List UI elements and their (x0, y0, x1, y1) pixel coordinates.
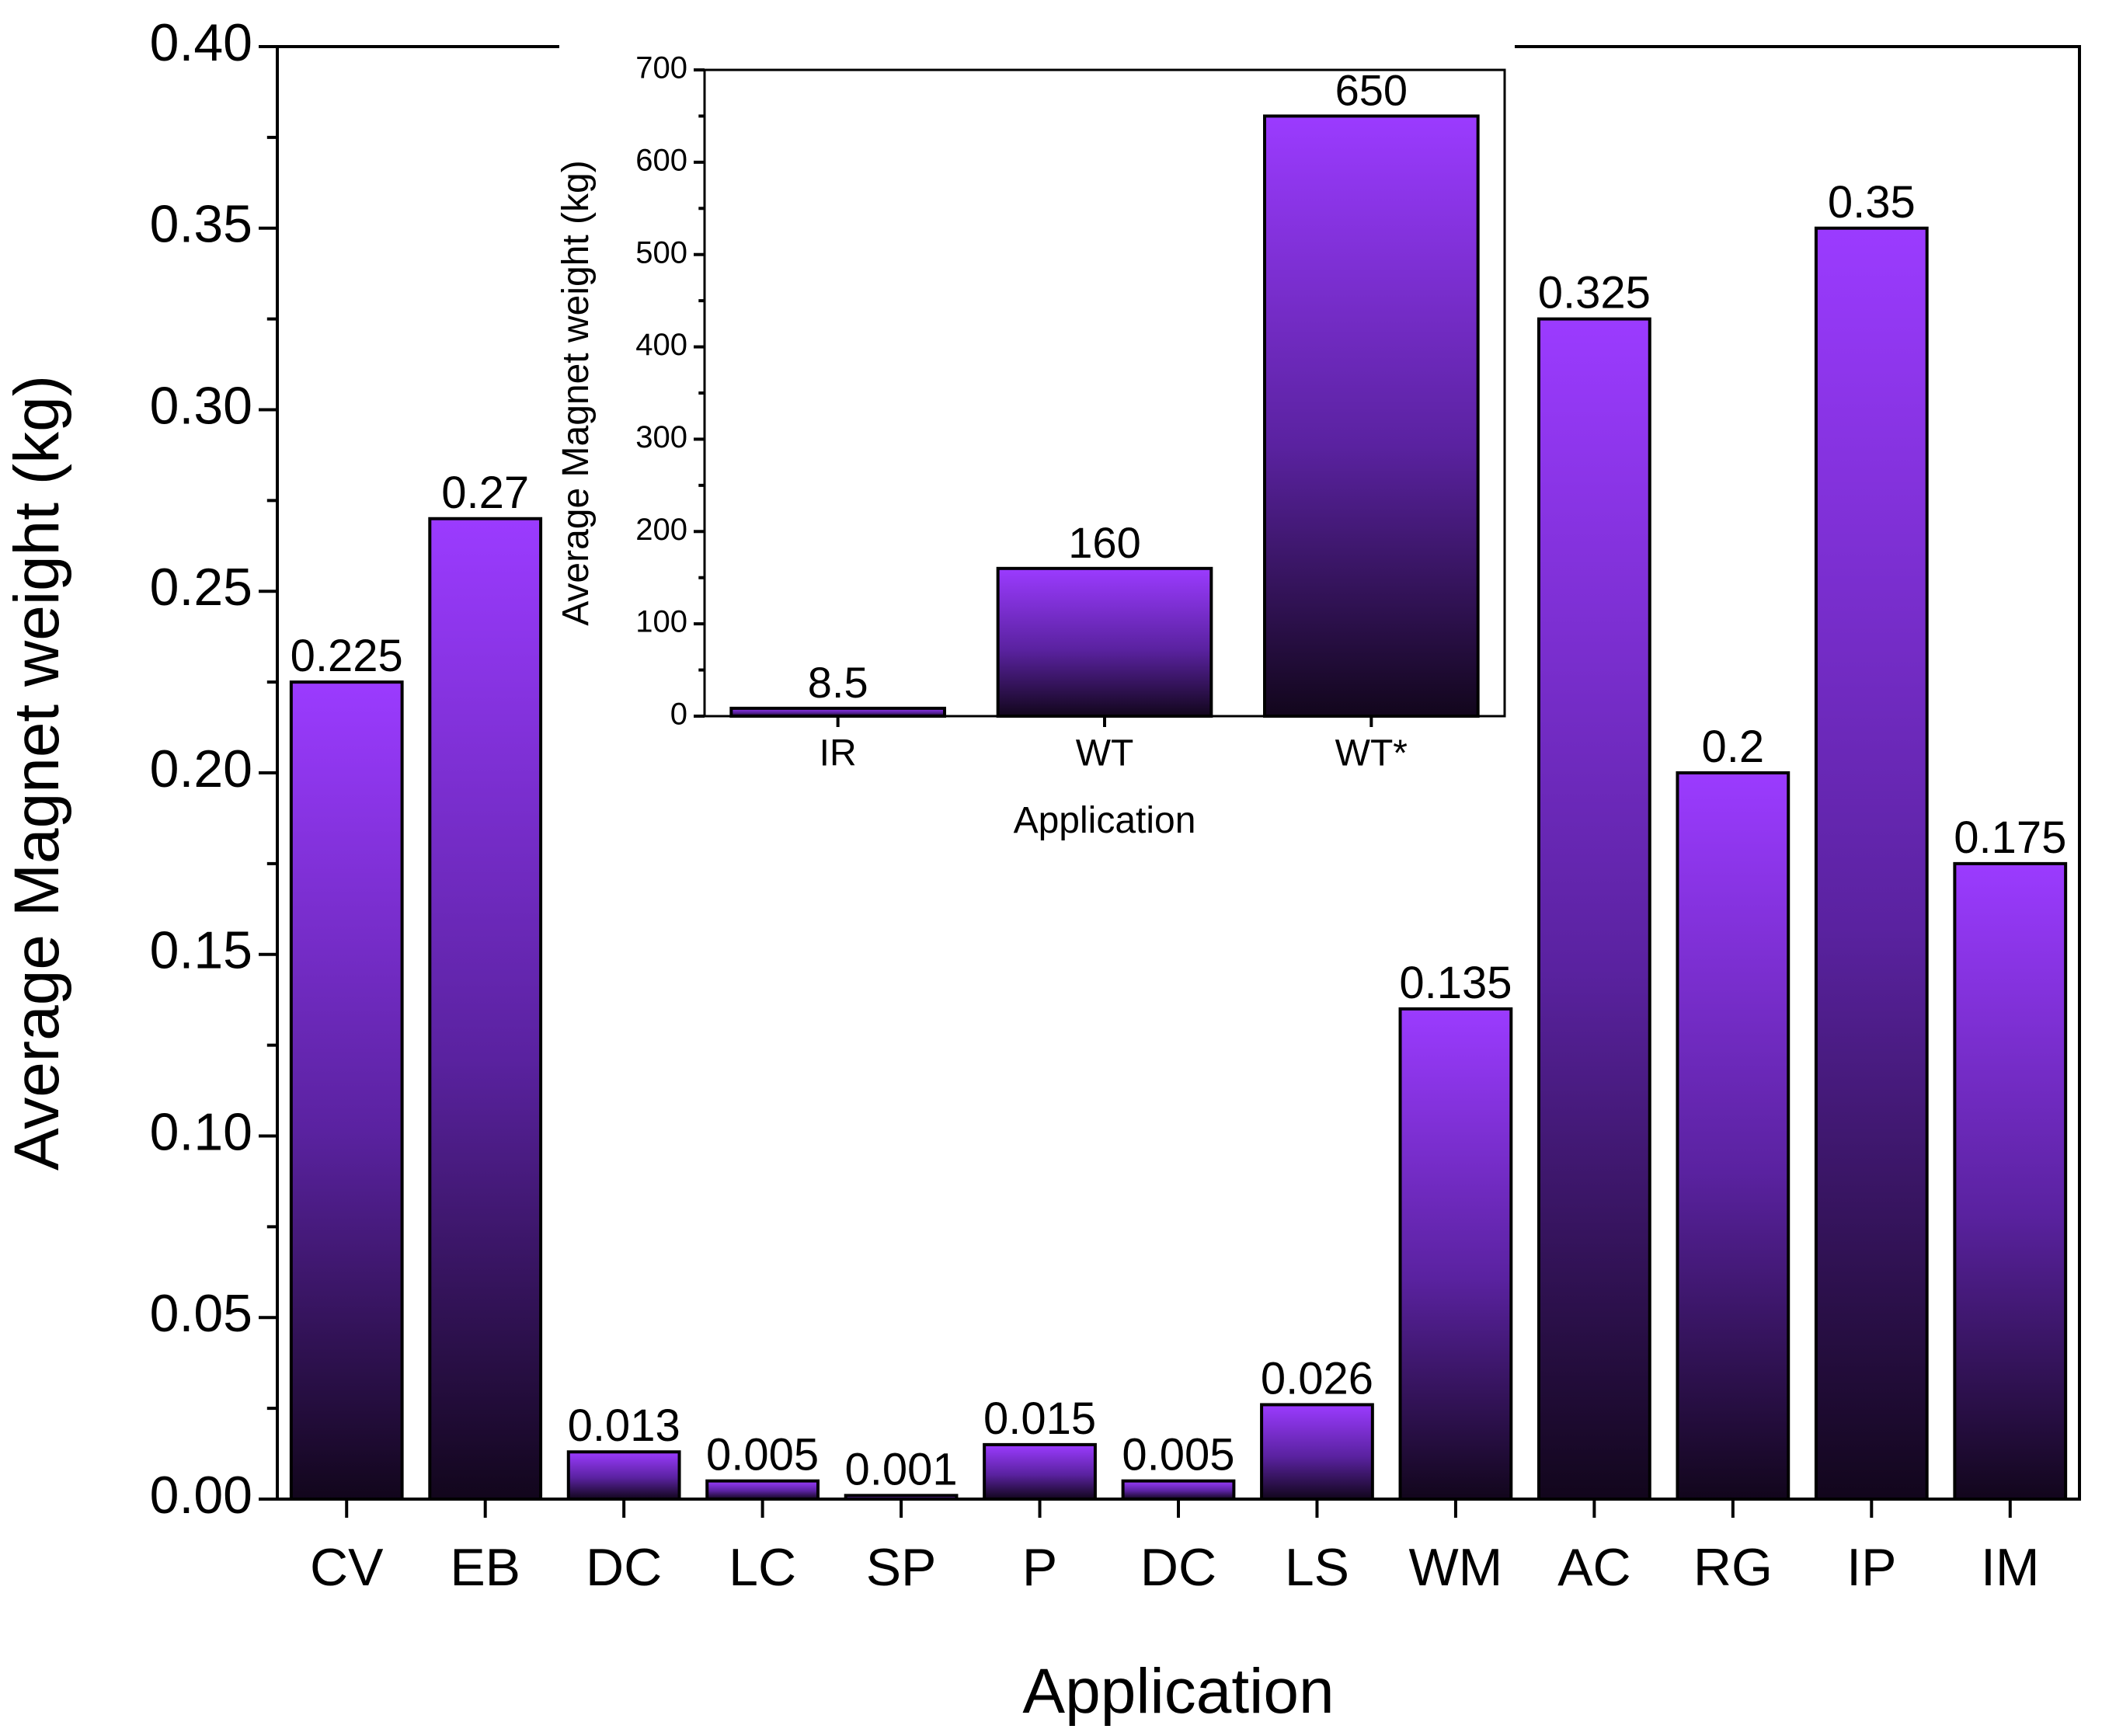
main-x-tick-label: LC (729, 1538, 796, 1597)
main-data-label: 0.005 (706, 1430, 819, 1480)
main-data-label: 0.225 (291, 631, 403, 681)
main-y-tick-label: 0.00 (150, 1466, 252, 1525)
main-x-tick-label: AC (1557, 1538, 1630, 1597)
inset-bar-wt-1 (996, 566, 1213, 718)
main-x-axis-title: Application (1022, 1656, 1334, 1727)
inset-data-label: 8.5 (808, 658, 868, 707)
main-bars (289, 226, 2068, 1501)
inset-plot-frame (703, 68, 1506, 718)
main-data-label: 0.175 (1954, 812, 2066, 863)
inset-y-tick-label: 100 (635, 605, 687, 639)
main-y-tick-label: 0.35 (150, 195, 252, 254)
main-bar-dc-2 (566, 1450, 681, 1501)
main-data-labels: 0.225 0.27 0.013 0.005 0.001 0.015 0.005 0.026 0… (291, 177, 2067, 1495)
main-data-label: 0.005 (1122, 1430, 1234, 1480)
main-bar-p-5 (983, 1442, 1097, 1501)
main-plot: 0.225 0.27 0.013 0.005 0.001 0.015 0.005 0.026 0… (2, 13, 2081, 1727)
main-x-tick-label: DC (586, 1538, 662, 1597)
main-x-tick-label: CV (310, 1538, 384, 1597)
main-data-label: 0.026 (1261, 1353, 1373, 1404)
main-y-tick-label: 0.25 (150, 558, 252, 617)
main-y-axis-title: Average Magnet weight (kg) (2, 375, 72, 1171)
main-y-axis-ticks: 0.00 0.05 0.10 0.15 0.20 0.25 0.30 0.35 0.40 (150, 13, 277, 1525)
main-x-tick-label: IP (1846, 1538, 1896, 1597)
main-x-tick-label: EB (450, 1538, 520, 1597)
main-data-label: 0.001 (844, 1444, 957, 1494)
inset-y-axis-ticks: 0 100 200 300 400 500 600 700 (635, 51, 705, 732)
inset-y-tick-label: 400 (635, 328, 687, 362)
main-bar-ac-9 (1537, 317, 1651, 1501)
inset-y-tick-label: 300 (635, 420, 687, 454)
main-x-tick-label: SP (866, 1538, 937, 1597)
main-data-label: 0.135 (1399, 958, 1512, 1008)
inset-x-axis-ticks: IR WT WT* (820, 716, 1408, 774)
inset-x-tick-label: WT (1076, 733, 1134, 774)
inset-plot: 8.5 160 650 0 100 200 300 400 500 600 700 IR WT WT*… (555, 0, 1515, 878)
main-data-label: 0.27 (441, 468, 529, 518)
main-bar-dc-6 (1121, 1479, 1236, 1501)
inset-y-tick-label: 500 (635, 235, 687, 270)
main-bar-ls-7 (1260, 1403, 1374, 1501)
main-bar-eb-1 (428, 517, 543, 1501)
main-bar-wm-8 (1398, 1007, 1513, 1501)
main-bar-im-12 (1953, 861, 2068, 1501)
inset-y-axis-title: Average Magnet weight (kg) (555, 160, 597, 625)
inset-y-tick-label: 0 (670, 698, 687, 732)
main-bar-rg-10 (1676, 771, 1791, 1501)
inset-x-tick-label: IR (820, 733, 857, 774)
main-bar-ip-11 (1814, 226, 1929, 1501)
main-x-tick-label: P (1022, 1538, 1057, 1597)
main-y-tick-label: 0.40 (150, 13, 252, 72)
main-data-label: 0.015 (983, 1393, 1096, 1444)
inset-data-label: 650 (1335, 65, 1408, 114)
main-y-tick-label: 0.05 (150, 1284, 252, 1343)
inset-data-label: 160 (1068, 518, 1140, 567)
inset-y-tick-label: 600 (635, 143, 687, 177)
main-y-tick-label: 0.15 (150, 921, 252, 980)
inset-x-axis-title: Application (1014, 800, 1196, 841)
main-bar-lc-3 (705, 1479, 820, 1501)
inset-y-tick-label: 200 (635, 513, 687, 547)
main-y-tick-label: 0.20 (150, 739, 252, 798)
main-data-label: 0.325 (1538, 268, 1651, 318)
inset-y-tick-label: 700 (635, 51, 687, 85)
main-data-label: 0.013 (568, 1400, 680, 1451)
main-x-tick-label: DC (1140, 1538, 1216, 1597)
inset-x-tick-label: WT* (1335, 733, 1408, 774)
inset-bar-wt-2 (1263, 114, 1480, 718)
main-data-label: 0.35 (1828, 177, 1916, 228)
main-x-tick-label: RG (1693, 1538, 1773, 1597)
inset-bar-ir-0 (729, 706, 946, 718)
main-x-tick-label: LS (1285, 1538, 1349, 1597)
inset-bars (729, 114, 1480, 718)
inset-data-labels: 8.5 160 650 (808, 65, 1408, 706)
main-x-tick-label: IM (1981, 1538, 2040, 1597)
main-data-label: 0.2 (1702, 722, 1765, 772)
main-y-tick-label: 0.30 (150, 376, 252, 435)
main-y-tick-label: 0.10 (150, 1102, 252, 1161)
main-bar-cv-0 (289, 680, 404, 1501)
main-x-axis-ticks: CV EB DC LC SP P DC LS WM AC RG IP IM (310, 1499, 2040, 1597)
main-x-tick-label: WM (1409, 1538, 1503, 1597)
